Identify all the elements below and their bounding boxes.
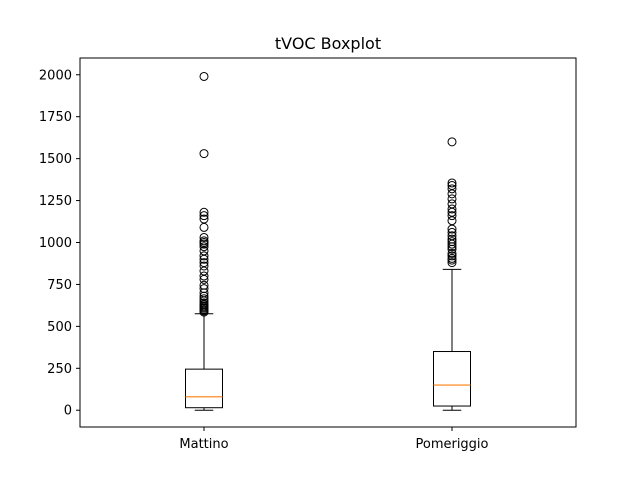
outlier-point xyxy=(199,149,209,159)
outlier-point xyxy=(199,251,209,261)
outlier-point xyxy=(447,227,457,237)
y-tick-label: 1500 xyxy=(39,152,72,167)
outlier-point xyxy=(447,248,457,258)
outlier-point xyxy=(199,258,209,268)
y-axis: 0 250 500 750 1000 1250 1500 1750 2000 xyxy=(39,68,80,419)
y-tick-label: 750 xyxy=(47,278,72,293)
x-tick-label: Pomeriggio xyxy=(415,437,488,452)
iqr-box xyxy=(433,351,471,407)
y-tick-label: 2000 xyxy=(39,68,72,83)
y-tick-label: 1250 xyxy=(39,194,72,209)
outlier-point xyxy=(447,251,457,261)
y-tick-label: 1000 xyxy=(39,236,72,251)
outlier-point xyxy=(447,231,457,241)
outlier-point xyxy=(199,214,209,224)
y-tick-label: 250 xyxy=(47,362,72,377)
outlier-point xyxy=(199,222,209,232)
box-group xyxy=(433,137,471,411)
outlier-point xyxy=(199,71,209,81)
outlier-point xyxy=(447,137,457,147)
box-group xyxy=(185,71,223,411)
outlier-point xyxy=(447,178,457,188)
outlier-point xyxy=(199,261,209,271)
outlier-point xyxy=(447,253,457,263)
outlier-point xyxy=(199,280,209,290)
outlier-point xyxy=(447,194,457,204)
outlier-point xyxy=(199,211,209,221)
x-axis: Mattino Pomeriggio xyxy=(179,427,489,452)
outlier-point xyxy=(447,180,457,190)
outlier-point xyxy=(199,232,209,242)
y-tick-label: 1750 xyxy=(39,110,72,125)
outlier-point xyxy=(447,237,457,247)
outlier-point xyxy=(199,242,209,252)
iqr-box xyxy=(185,368,223,409)
outlier-point xyxy=(447,234,457,244)
chart-title: tVOC Boxplot xyxy=(275,34,381,53)
outlier-point xyxy=(447,211,457,221)
plot-area-frame xyxy=(79,57,577,428)
y-tick-label: 0 xyxy=(64,404,72,419)
outlier-point xyxy=(199,207,209,217)
x-tick-label: Mattino xyxy=(179,437,228,452)
outlier-point xyxy=(199,236,209,246)
outlier-point xyxy=(199,294,209,304)
outlier-point xyxy=(447,184,457,194)
outlier-point xyxy=(199,271,209,281)
outlier-point xyxy=(447,258,457,268)
y-tick-label: 500 xyxy=(47,320,72,335)
boxes-layer xyxy=(185,71,471,411)
outlier-point xyxy=(447,204,457,214)
outlier-point xyxy=(447,199,457,209)
outlier-point xyxy=(199,284,209,294)
